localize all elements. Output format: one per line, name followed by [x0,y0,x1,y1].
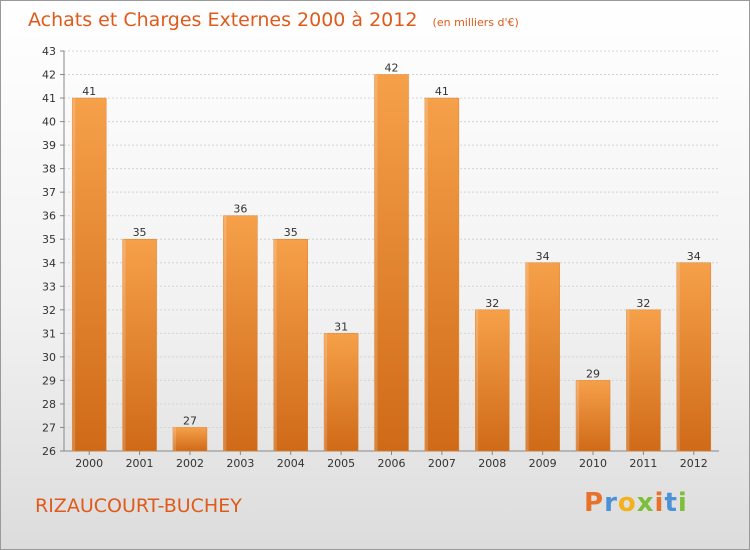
data-label: 34 [536,250,550,263]
bar[interactable] [273,238,308,452]
bar-highlight [676,262,680,451]
labels: 26 27 28 29 30 31 32 33 34 35 36 37 38 39 40 41 42 43 41 20… [42,45,708,470]
data-label: 41 [82,85,96,98]
location-name: RIZAUCOURT-BUCHEY [35,495,242,517]
bars [71,74,712,452]
x-tick-label: 2001 [126,457,154,470]
logo-letter: r [604,488,618,518]
x-tick-label: 2004 [277,457,305,470]
x-tick-label: 2009 [529,457,557,470]
y-tick-label: 41 [42,92,56,105]
x-tick-label: 2000 [75,457,103,470]
bar-highlight [122,239,126,451]
title-row: Achats et Charges Externes 2000 à 2012 (… [28,9,519,31]
bar-highlight [424,98,428,451]
y-tick-label: 40 [42,116,56,129]
bar-highlight [273,239,277,451]
data-label: 31 [334,320,348,333]
logo-letter: t [664,488,678,518]
x-tick-label: 2010 [579,457,607,470]
bar[interactable] [223,215,258,452]
bar[interactable] [374,74,409,452]
y-tick-label: 30 [42,351,56,364]
bar-highlight [72,98,76,451]
y-tick-label: 27 [42,421,56,434]
data-label: 34 [687,250,701,263]
chart-title: Achats et Charges Externes 2000 à 2012 [28,9,418,31]
data-label: 29 [586,367,600,380]
data-label: 35 [133,226,147,239]
y-tick-label: 32 [42,304,56,317]
data-label: 32 [485,297,499,310]
data-label: 35 [284,226,298,239]
y-tick-label: 36 [42,210,56,223]
bar[interactable] [122,238,157,452]
bar-highlight [626,309,630,451]
bar-highlight [374,74,378,451]
x-tick-label: 2012 [680,457,708,470]
bar[interactable] [475,309,510,452]
x-tick-label: 2011 [629,457,657,470]
data-label: 27 [183,414,197,427]
y-tick-label: 35 [42,233,56,246]
bar-highlight [324,333,328,451]
bar[interactable] [172,427,208,452]
x-tick-label: 2002 [176,457,204,470]
logo-letter: o [617,488,637,518]
bar-highlight [172,427,176,451]
bar-highlight [475,309,479,451]
proxiti-logo[interactable]: Proxiti [584,488,688,518]
x-tick-label: 2007 [428,457,456,470]
data-label: 42 [385,62,399,75]
x-tick-label: 2008 [478,457,506,470]
logo-letter: i [654,488,665,518]
y-tick-label: 28 [42,398,56,411]
y-tick-label: 34 [42,257,56,270]
bar-highlight [576,380,580,451]
data-label: 36 [233,203,247,216]
y-tick-label: 37 [42,186,56,199]
bar[interactable] [575,380,611,452]
y-tick-label: 39 [42,139,56,152]
bar[interactable] [424,97,460,452]
bar[interactable] [626,309,661,452]
y-tick-label: 31 [42,327,56,340]
y-tick-label: 29 [42,374,56,387]
data-label: 32 [636,297,650,310]
x-tick-label: 2003 [226,457,254,470]
logo-letter: x [636,488,655,518]
bar[interactable] [71,97,107,452]
y-tick-label: 42 [42,69,56,82]
bar-highlight [223,215,227,451]
x-tick-label: 2006 [378,457,406,470]
bar[interactable] [525,262,560,452]
logo-letter: i [677,488,688,518]
y-tick-label: 33 [42,280,56,293]
bar[interactable] [323,333,359,452]
y-tick-label: 38 [42,163,56,176]
bar[interactable] [676,262,712,452]
x-tick-label: 2005 [327,457,355,470]
y-tick-label: 43 [42,45,56,58]
chart-subtitle: (en milliers d'€) [432,16,519,29]
data-label: 41 [435,85,449,98]
logo-letter: P [584,488,605,518]
y-tick-label: 26 [42,445,56,458]
bar-highlight [525,262,529,451]
